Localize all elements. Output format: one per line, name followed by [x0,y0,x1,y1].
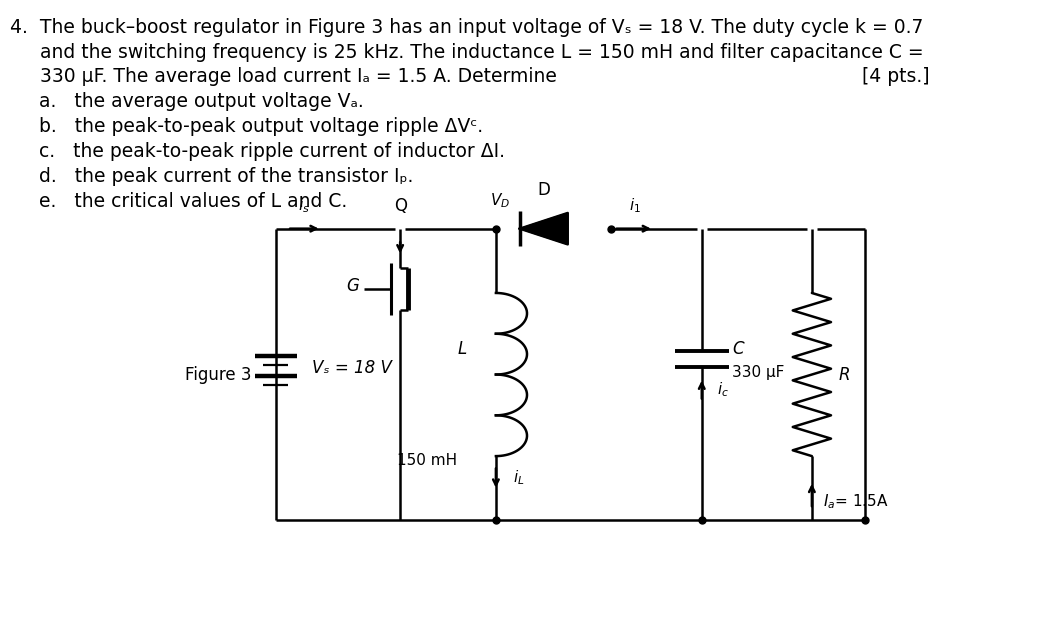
Text: $i_1$: $i_1$ [629,196,641,215]
Text: b.   the peak-to-peak output voltage ripple ΔVᶜ.: b. the peak-to-peak output voltage rippl… [39,117,484,136]
Text: C: C [732,341,744,358]
Text: Figure 3: Figure 3 [185,365,251,384]
Text: $i_L$: $i_L$ [514,468,524,487]
Polygon shape [520,213,568,244]
Text: 330 μF. The average load current Iₐ = 1.5 A. Determine: 330 μF. The average load current Iₐ = 1.… [11,67,557,87]
Text: G: G [346,277,359,295]
Text: and the switching frequency is 25 kHz. The inductance L = 150 mH and filter capa: and the switching frequency is 25 kHz. T… [11,43,924,62]
Text: D: D [537,180,551,199]
Text: 330 μF: 330 μF [732,365,785,380]
Text: 150 mH: 150 mH [398,453,457,468]
Text: [4 pts.]: [4 pts.] [862,67,929,87]
Text: 4.  The buck–boost regulator in Figure 3 has an input voltage of Vₛ = 18 V. The : 4. The buck–boost regulator in Figure 3 … [11,18,924,37]
Text: $i_s$: $i_s$ [298,196,311,215]
Text: Vₛ = 18 V: Vₛ = 18 V [312,360,392,377]
Text: e.   the critical values of L and C.: e. the critical values of L and C. [39,192,347,211]
Text: d.   the peak current of the transistor Iₚ.: d. the peak current of the transistor Iₚ… [39,167,414,186]
Text: $i_c$: $i_c$ [717,380,729,399]
Text: a.   the average output voltage Vₐ.: a. the average output voltage Vₐ. [39,92,364,111]
Text: Q: Q [394,197,406,215]
Text: L: L [458,341,467,358]
Text: $V_D$: $V_D$ [490,191,509,210]
Text: c.   the peak-to-peak ripple current of inductor ΔI.: c. the peak-to-peak ripple current of in… [39,142,505,161]
Text: $I_a$= 1.5A: $I_a$= 1.5A [823,492,889,511]
Text: R: R [838,365,850,384]
